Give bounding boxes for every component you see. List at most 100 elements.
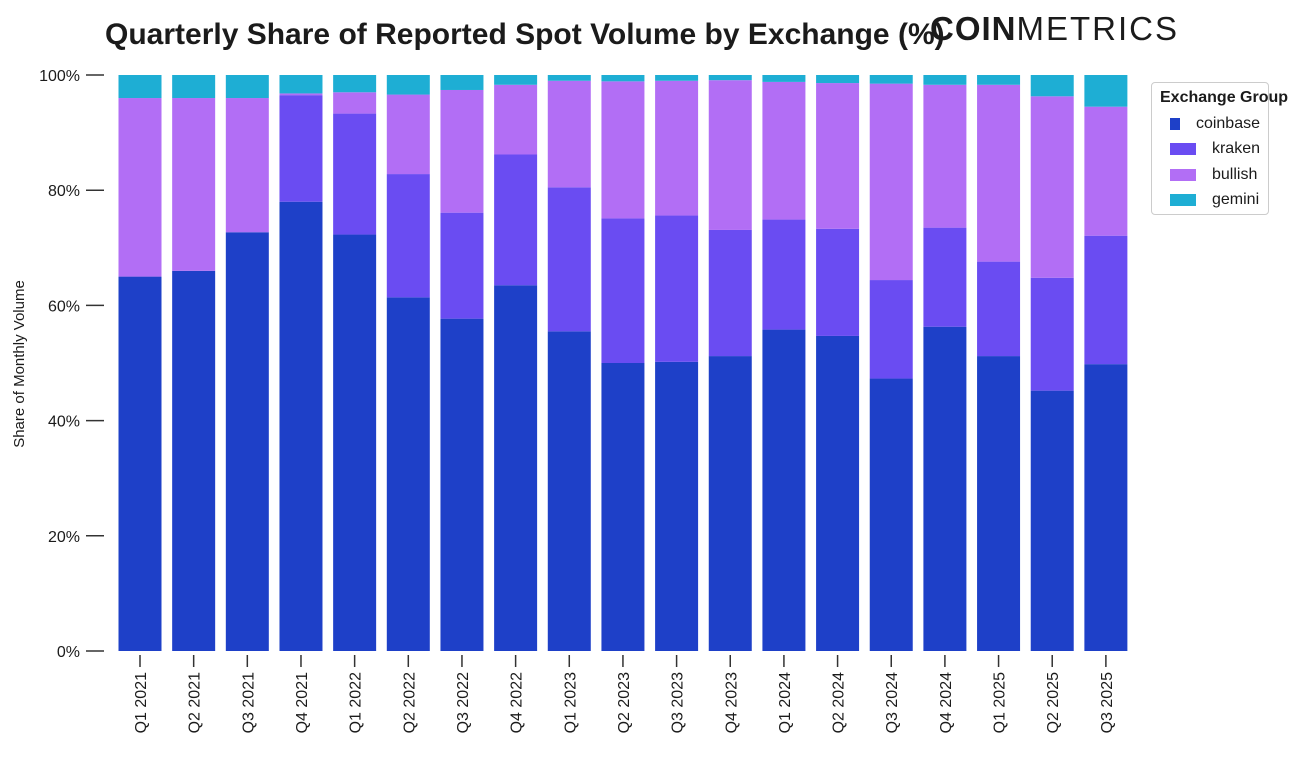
x-axis: Q1 2021 Q2 2021 Q3 2021 Q4 2021 Q1 2022 Q2 20… <box>133 655 1116 733</box>
bar-segment-bullish <box>494 84 538 155</box>
bar-segment-gemini <box>977 75 1021 85</box>
bar-segment-kraken <box>547 187 591 332</box>
bar-segment-kraken <box>977 261 1021 357</box>
legend-item-coinbase: coinbase <box>1160 111 1260 137</box>
y-tick-label: 100% <box>39 68 80 85</box>
y-tick-label: 80% <box>48 183 80 200</box>
y-axis-label: Share of Monthly Volume <box>11 280 28 448</box>
bar-segment-gemini <box>708 75 752 81</box>
bar-segment-coinbase <box>708 356 752 651</box>
bar-segment-kraken <box>923 227 967 327</box>
legend-label: gemini <box>1212 191 1260 209</box>
bar-segment-kraken <box>1030 277 1074 391</box>
bar-segment-gemini <box>225 75 269 99</box>
x-tick-label: Q3 2022 <box>455 672 472 733</box>
bar-segment-bullish <box>118 98 162 277</box>
bar-segment-coinbase <box>816 335 860 651</box>
x-tick-label: Q4 2022 <box>509 672 526 733</box>
legend-item-gemini: gemini <box>1160 188 1260 214</box>
x-tick-label: Q2 2021 <box>187 672 204 733</box>
x-tick-label: Q3 2024 <box>884 672 901 733</box>
legend-swatch <box>1170 143 1196 156</box>
bar-segment-bullish <box>816 83 860 229</box>
x-tick-label: Q2 2023 <box>616 672 633 733</box>
bar-segment-kraken <box>440 212 484 319</box>
bar-segment-gemini <box>118 75 162 99</box>
bar-segment-coinbase <box>386 297 430 651</box>
bar-segment-kraken <box>601 218 645 363</box>
bar-segment-gemini <box>333 75 377 93</box>
bar-segment-gemini <box>494 75 538 85</box>
y-tick-label: 60% <box>48 298 80 315</box>
legend: Exchange Group coinbase kraken bullish gemi… <box>1151 82 1288 215</box>
legend-swatch <box>1170 168 1196 181</box>
x-tick-label: Q3 2021 <box>240 672 257 733</box>
bar-segment-gemini <box>172 75 216 99</box>
bar-segment-bullish <box>869 83 913 281</box>
bar-segment-coinbase <box>601 363 645 651</box>
bar-segment-coinbase <box>977 356 1021 651</box>
bar-segment-bullish <box>440 89 484 213</box>
bar-segment-gemini <box>762 75 806 82</box>
bar-segment-coinbase <box>279 201 323 651</box>
bar-segment-gemini <box>547 75 591 81</box>
bar-segment-bullish <box>977 84 1021 262</box>
bar-segment-bullish <box>601 81 645 219</box>
bar-segment-kraken <box>869 280 913 379</box>
bar-segment-bullish <box>386 94 430 175</box>
bar-segment-gemini <box>279 75 323 94</box>
bar-segment-gemini <box>1030 75 1074 97</box>
bar-segment-coinbase <box>333 234 377 651</box>
bar-segment-coinbase <box>494 285 538 651</box>
y-tick-label: 40% <box>48 414 80 431</box>
bar-segment-coinbase <box>762 329 806 651</box>
x-tick-label: Q1 2021 <box>133 672 150 733</box>
x-tick-label: Q3 2025 <box>1099 672 1116 733</box>
bar-segment-gemini <box>1084 75 1128 107</box>
bar-segment-coinbase <box>118 276 162 651</box>
bar-segment-bullish <box>225 98 269 233</box>
y-axis: 0% 20% 40% 60% 80% 100% <box>39 68 104 661</box>
bar-segment-gemini <box>869 75 913 84</box>
bar-segment-kraken <box>1084 235 1128 365</box>
bar-segment-coinbase <box>1030 390 1074 651</box>
bar-segment-coinbase <box>225 232 269 652</box>
bar-segment-bullish <box>333 92 377 114</box>
bar-segment-gemini <box>386 75 430 95</box>
bar-segment-bullish <box>547 80 591 188</box>
bars-group <box>118 75 1128 652</box>
bar-segment-kraken <box>279 95 323 202</box>
bar-segment-gemini <box>601 75 645 82</box>
legend-item-kraken: kraken <box>1160 137 1260 163</box>
x-tick-label: Q1 2024 <box>777 672 794 733</box>
bar-segment-gemini <box>816 75 860 84</box>
bar-segment-kraken <box>708 229 752 357</box>
chart-title: Quarterly Share of Reported Spot Volume … <box>105 18 945 51</box>
bar-segment-coinbase <box>1084 364 1128 651</box>
x-tick-label: Q2 2022 <box>401 672 418 733</box>
y-tick-label: 0% <box>57 644 80 661</box>
logo-light-text: METRICS <box>1016 10 1179 47</box>
bar-segment-bullish <box>655 80 699 216</box>
bar-segment-coinbase <box>440 318 484 651</box>
bar-segment-bullish <box>708 80 752 230</box>
x-tick-label: Q1 2025 <box>992 672 1009 733</box>
bar-segment-kraken <box>386 174 430 298</box>
x-tick-label: Q1 2023 <box>562 672 579 733</box>
bar-segment-bullish <box>1084 106 1128 236</box>
bar-segment-gemini <box>440 75 484 90</box>
legend-item-bullish: bullish <box>1160 162 1260 188</box>
bar-segment-gemini <box>655 75 699 81</box>
bar-segment-kraken <box>816 228 860 336</box>
x-tick-label: Q2 2024 <box>831 672 848 733</box>
legend-label: bullish <box>1212 165 1258 183</box>
coinmetrics-logo: COINMETRICS <box>930 10 1179 48</box>
bar-segment-kraken <box>333 113 377 235</box>
bar-segment-kraken <box>655 215 699 362</box>
bar-segment-coinbase <box>655 361 699 651</box>
bar-segment-coinbase <box>923 326 967 651</box>
x-tick-label: Q4 2024 <box>938 672 955 733</box>
bar-segment-coinbase <box>172 270 216 651</box>
legend-swatch <box>1170 117 1180 130</box>
x-tick-label: Q1 2022 <box>348 672 365 733</box>
